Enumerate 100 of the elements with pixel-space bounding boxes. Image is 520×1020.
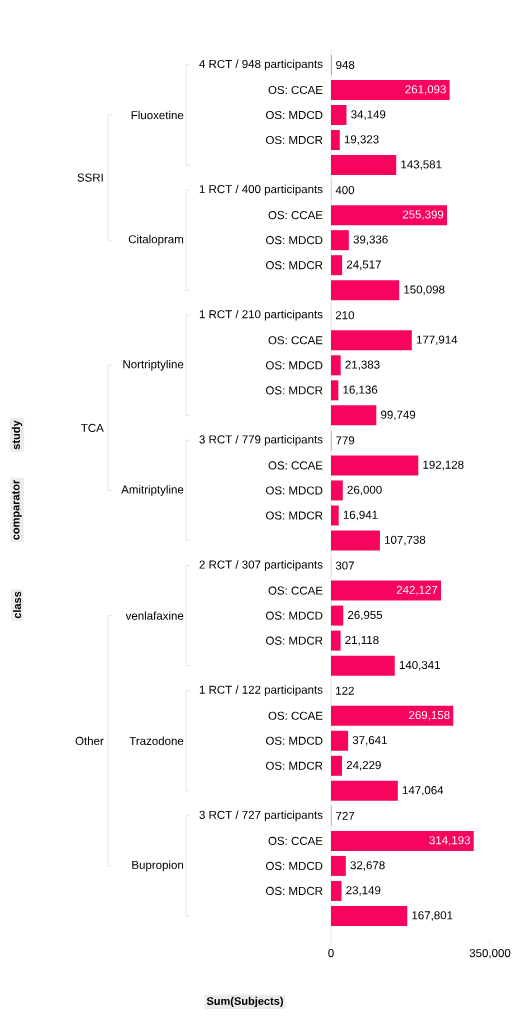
data-label: 150,098: [404, 285, 445, 295]
y-tick-label: 3 RCT / 779 participants: [199, 435, 323, 446]
y-tick-label: OS: MDCR: [266, 636, 323, 645]
data-label: 167,801: [412, 911, 453, 921]
data-label: 948: [336, 60, 355, 70]
data-label: 143,581: [401, 160, 442, 170]
bar: [331, 380, 339, 401]
bar: [331, 730, 349, 751]
text: Trazodone: [129, 736, 184, 746]
y-tick-label: OS: MDCD: [266, 236, 323, 245]
y-tick-label: 2 RCT / 307 participants: [199, 560, 323, 571]
bar: [331, 255, 343, 276]
bar: [331, 530, 380, 551]
data-label: 24,229: [346, 761, 381, 771]
x-tick-label: 350,000: [469, 949, 511, 959]
data-label: 210: [335, 311, 355, 320]
data-label: 242,127: [396, 585, 438, 596]
y-tick-label: OS: MDCD: [266, 486, 323, 495]
data-label: 192,128: [423, 460, 464, 471]
text: Fluoxetine: [131, 110, 184, 120]
data-label: 727: [336, 811, 355, 820]
y-tick-label: OS: CCAE: [268, 836, 323, 845]
data-label: 32,678: [350, 861, 385, 871]
data-label: 26,000: [347, 485, 382, 496]
y-tick-label: 1 RCT / 210 participants: [199, 309, 323, 321]
data-label: 24,517: [346, 260, 381, 270]
bar: [331, 905, 408, 926]
text: comparator: [12, 479, 22, 540]
data-label: 16,136: [343, 385, 378, 396]
y-tick-label: OS: CCAE: [268, 85, 323, 95]
x-axis-title: Sum(Subjects): [206, 996, 283, 1008]
data-label: 269,158: [409, 710, 450, 721]
y-tick-label: OS: MDCD: [266, 361, 323, 370]
data-label: 779: [336, 436, 355, 445]
text: SSRI: [77, 173, 103, 182]
data-label: 34,149: [351, 110, 386, 120]
bar: [331, 505, 339, 526]
bar: [331, 280, 400, 301]
y-tick-label: OS: CCAE: [268, 586, 323, 595]
bar: [331, 605, 344, 626]
y-tick-label: OS: MDCD: [266, 110, 323, 120]
data-label: 39,336: [353, 235, 388, 245]
data-label: 400: [335, 186, 355, 195]
data-label: 107,738: [385, 535, 426, 546]
bar: [331, 405, 377, 426]
bar: [331, 455, 419, 476]
text: Amitriptyline: [121, 485, 184, 496]
data-label: 140,341: [399, 660, 440, 671]
data-label: 37,641: [352, 736, 387, 746]
bar: [331, 105, 347, 126]
data-label: 314,193: [429, 836, 471, 846]
data-label: 23,149: [346, 886, 381, 896]
text: Nortriptyline: [123, 359, 184, 371]
text: study: [11, 420, 23, 450]
bar: [331, 130, 340, 151]
data-label: 16,941: [343, 510, 378, 521]
y-tick-label: OS: MDCR: [266, 886, 323, 896]
y-tick-label: OS: CCAE: [268, 711, 323, 720]
text: venlafaxine: [125, 611, 184, 620]
y-tick-label: OS: MDCR: [266, 261, 323, 270]
bar: [331, 230, 349, 251]
text: Bupropion: [132, 860, 184, 872]
y-tick-label: OS: MDCD: [266, 611, 323, 620]
x-tick-label: 0: [328, 949, 334, 958]
bar: [331, 755, 342, 776]
bar: [331, 630, 341, 651]
data-label: 261,093: [405, 85, 446, 95]
data-label: 99,749: [381, 410, 416, 421]
y-tick-label: OS: CCAE: [268, 336, 323, 345]
y-tick-label: OS: MDCR: [266, 135, 323, 145]
y-tick-label: 3 RCT / 727 participants: [199, 810, 323, 822]
bar: [331, 155, 397, 176]
data-label: 147,064: [402, 786, 444, 796]
data-label: 177,914: [416, 335, 458, 346]
bar: [331, 480, 343, 501]
data-label: 21,383: [345, 360, 380, 371]
bar: [331, 580, 441, 601]
y-tick-label: OS: MDCR: [266, 511, 323, 520]
y-tick-label: 1 RCT / 122 participants: [199, 685, 323, 697]
bar: [331, 205, 448, 226]
y-tick-label: OS: MDCD: [266, 736, 323, 745]
bar: [331, 880, 342, 901]
data-label: 255,399: [402, 210, 444, 220]
y-tick-label: OS: MDCD: [266, 861, 323, 870]
data-label: 122: [336, 686, 354, 695]
y-tick-label: OS: MDCR: [266, 761, 323, 770]
bar: [331, 655, 395, 676]
data-label: 26,955: [348, 610, 383, 621]
bar: [331, 79, 450, 100]
text: TCA: [81, 423, 104, 432]
bar: [331, 855, 346, 876]
y-tick-label: OS: MDCR: [266, 386, 323, 395]
bar: [331, 355, 341, 376]
y-tick-label: 1 RCT / 400 participants: [199, 184, 323, 196]
y-tick-label: OS: CCAE: [268, 211, 323, 220]
data-label: 307: [335, 561, 354, 570]
data-label: 19,323: [344, 135, 379, 145]
bar: [331, 330, 412, 351]
bar: [331, 780, 398, 801]
text: Citalopram: [128, 234, 184, 246]
